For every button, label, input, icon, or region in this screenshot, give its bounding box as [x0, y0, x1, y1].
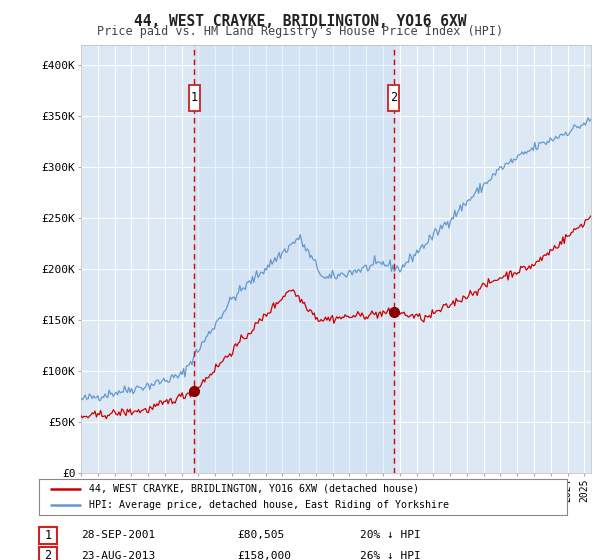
Text: 23-AUG-2013: 23-AUG-2013 [81, 550, 155, 560]
Text: 1: 1 [44, 529, 52, 542]
Text: 2: 2 [44, 549, 52, 560]
Text: Price paid vs. HM Land Registry's House Price Index (HPI): Price paid vs. HM Land Registry's House … [97, 25, 503, 38]
FancyBboxPatch shape [189, 85, 200, 111]
Text: £158,000: £158,000 [237, 550, 291, 560]
FancyBboxPatch shape [388, 85, 400, 111]
Bar [194, 45, 394, 473]
Text: 44, WEST CRAYKE, BRIDLINGTON, YO16 6XW: 44, WEST CRAYKE, BRIDLINGTON, YO16 6XW [134, 14, 466, 29]
Text: 2: 2 [391, 91, 397, 104]
Text: HPI: Average price, detached house, East Riding of Yorkshire: HPI: Average price, detached house, East… [89, 500, 449, 510]
Text: 26% ↓ HPI: 26% ↓ HPI [360, 550, 421, 560]
Text: 44, WEST CRAYKE, BRIDLINGTON, YO16 6XW (detached house): 44, WEST CRAYKE, BRIDLINGTON, YO16 6XW (… [89, 484, 419, 494]
Text: 20% ↓ HPI: 20% ↓ HPI [360, 530, 421, 540]
Text: 1: 1 [191, 91, 198, 104]
Text: 28-SEP-2001: 28-SEP-2001 [81, 530, 155, 540]
Text: £80,505: £80,505 [237, 530, 284, 540]
